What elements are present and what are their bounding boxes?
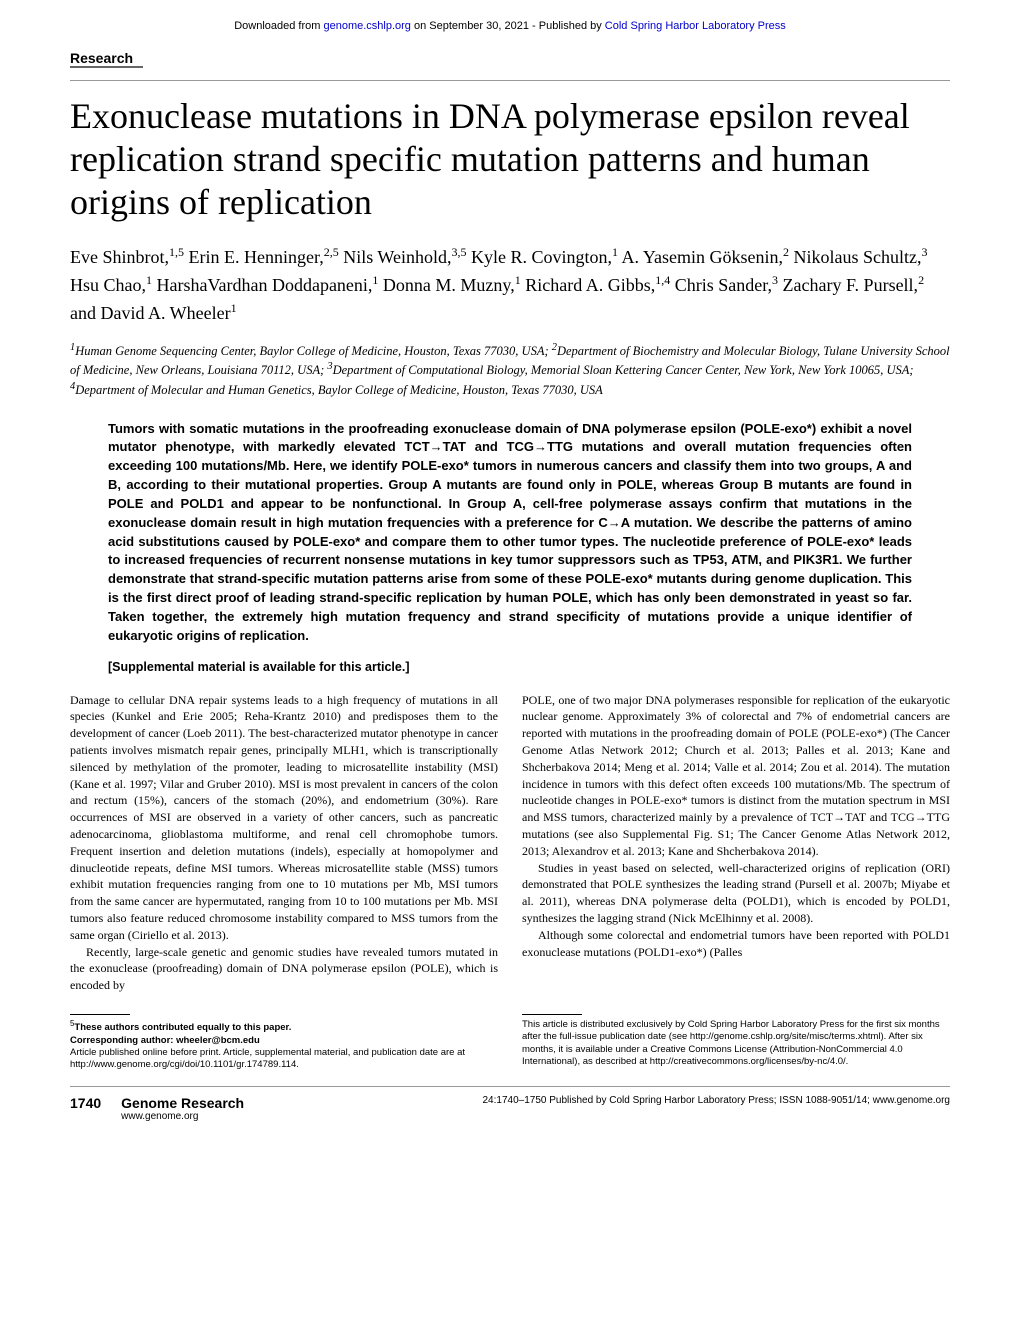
section-label-rule: Research	[70, 50, 950, 81]
footnote-license: This article is distributed exclusively …	[522, 1019, 950, 1068]
journal-name: Genome Research	[121, 1095, 244, 1111]
author-list: Eve Shinbrot,1,5 Erin E. Henninger,2,5 N…	[70, 243, 950, 327]
supplemental-note: [Supplemental material is available for …	[108, 660, 912, 674]
publisher-link[interactable]: Cold Spring Harbor Laboratory Press	[605, 20, 786, 32]
section-label: Research	[70, 50, 143, 68]
footnote-rule	[522, 1014, 582, 1015]
footnotes: 5These authors contributed equally to th…	[70, 1014, 950, 1072]
right-column: POLE, one of two major DNA polymerases r…	[522, 692, 950, 994]
page-number: 1740	[70, 1095, 101, 1111]
download-prefix: Downloaded from	[234, 20, 323, 32]
body-paragraph: Studies in yeast based on selected, well…	[522, 860, 950, 927]
download-source-link[interactable]: genome.cshlp.org	[323, 20, 410, 32]
body-paragraph: Although some colorectal and endometrial…	[522, 927, 950, 961]
download-notice: Downloaded from genome.cshlp.org on Sept…	[70, 20, 950, 32]
body-paragraph: Damage to cellular DNA repair systems le…	[70, 692, 498, 944]
footnote-left: 5These authors contributed equally to th…	[70, 1014, 498, 1072]
journal-block: Genome Research www.genome.org	[121, 1095, 244, 1122]
body-paragraph: Recently, large-scale genetic and genomi…	[70, 944, 498, 994]
body-paragraph: POLE, one of two major DNA polymerases r…	[522, 692, 950, 860]
page-footer: 1740 Genome Research www.genome.org 24:1…	[70, 1086, 950, 1122]
footnote-corresponding: Corresponding author: wheeler@bcm.edu	[70, 1035, 498, 1047]
footnote-rule	[70, 1014, 130, 1015]
left-column: Damage to cellular DNA repair systems le…	[70, 692, 498, 994]
footnote-right: This article is distributed exclusively …	[522, 1014, 950, 1072]
publication-info: 24:1740–1750 Published by Cold Spring Ha…	[482, 1095, 950, 1106]
affiliations: 1Human Genome Sequencing Center, Baylor …	[70, 341, 950, 400]
abstract: Tumors with somatic mutations in the pro…	[108, 420, 912, 646]
article-title: Exonuclease mutations in DNA polymerase …	[70, 95, 950, 225]
footnote-pub-url: Article published online before print. A…	[70, 1047, 498, 1072]
footnote-equal-contrib: 5These authors contributed equally to th…	[70, 1019, 498, 1035]
journal-url: www.genome.org	[121, 1111, 244, 1122]
download-mid: on September 30, 2021 - Published by	[411, 20, 605, 32]
body-columns: Damage to cellular DNA repair systems le…	[70, 692, 950, 994]
